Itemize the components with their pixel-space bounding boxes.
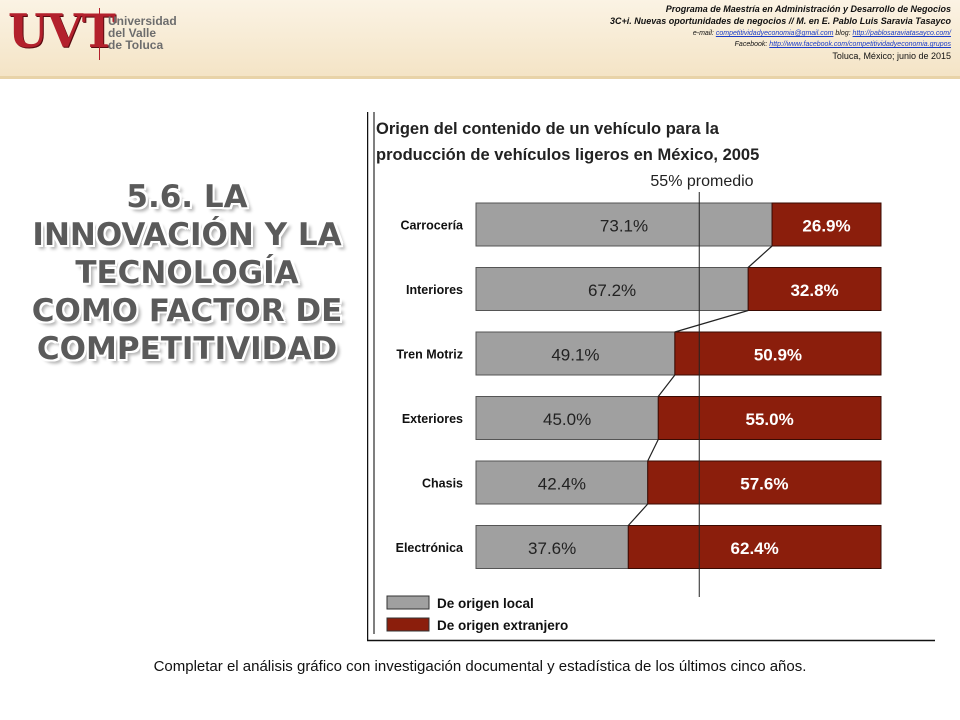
bar-foreign-label: 57.6% (740, 475, 788, 494)
slide-title: 5.6. La innovación y la tecnología como … (26, 178, 348, 368)
slide-title-line: innovación y la (32, 217, 342, 253)
contact-line: e-mail: competitividadyeconomia@gmail.co… (391, 28, 951, 39)
chart-title-line: Origen del contenido de un vehículo para… (376, 120, 720, 138)
uvt-logo: UVT Universidad del Valle de Toluca (8, 4, 208, 64)
slide-title-line: tecnología (75, 255, 299, 291)
header-info: Programa de Maestría en Administración y… (391, 3, 951, 62)
chart-panel: Origen del contenido de un vehículo para… (367, 112, 935, 642)
legend-label-local: De origen local (437, 596, 534, 611)
bar-local-label: 42.4% (538, 475, 586, 494)
program-line: Programa de Maestría en Administración y… (665, 4, 951, 14)
stacked-bar-chart: Origen del contenido de un vehículo para… (367, 112, 935, 642)
slide-title-line: como factor de (31, 293, 343, 329)
bar-foreign (647, 460, 882, 505)
bar-connector-line (674, 309, 749, 333)
facebook-label: Facebook: (734, 41, 768, 48)
bar-foreign (674, 331, 882, 376)
university-name-line: de Toluca (108, 38, 164, 52)
university-name-line: del Valle (108, 26, 157, 40)
logo-wordmark: UVT (8, 4, 116, 58)
logo-divider (99, 8, 100, 60)
facebook-line: Facebook: http://www.facebook.com/compet… (391, 39, 951, 50)
bar-connector-line (647, 439, 659, 462)
bar-foreign-label: 55.0% (746, 410, 794, 429)
slide-title-line: competitividad (36, 331, 338, 367)
bar-local-label: 73.1% (600, 217, 648, 236)
header-divider (0, 76, 960, 79)
slide-caption: Completar el análisis gráfico con invest… (153, 658, 807, 675)
header-banner: UVT Universidad del Valle de Toluca Prog… (0, 0, 960, 76)
university-name-line: Universidad (108, 14, 177, 28)
bar-local (475, 331, 676, 376)
bar-local (475, 202, 773, 247)
reference-label: 55% promedio (650, 173, 753, 190)
blog-label: blog: (835, 30, 851, 37)
bar-foreign (747, 267, 882, 311)
course-line: 3C+i. Nuevas oportunidades de negocios /… (609, 16, 951, 26)
category-label: Electrónica (396, 541, 464, 555)
category-label: Tren Motriz (396, 348, 463, 362)
blog-link[interactable]: http://pablosaraviatasayco.com/ (852, 30, 951, 37)
facebook-link[interactable]: http://www.facebook.com/competitividadye… (769, 41, 951, 48)
bar-local-label: 37.6% (528, 539, 576, 558)
bar-connector-line (657, 374, 676, 397)
bar-local-label: 67.2% (588, 281, 636, 300)
email-label: e-mail: (692, 30, 714, 37)
legend-swatch-local (386, 595, 430, 610)
email-link[interactable]: competitividadyeconomia@gmail.com (715, 30, 834, 37)
bar-foreign-label: 62.4% (731, 539, 779, 558)
bar-local (475, 267, 749, 311)
bar-local-label: 45.0% (543, 410, 591, 429)
bar-local-label: 49.1% (551, 346, 599, 365)
bar-foreign-label: 26.9% (802, 217, 850, 236)
category-label: Interiores (406, 283, 463, 297)
chart-title-line: producción de vehículos ligeros en Méxic… (376, 146, 759, 164)
bar-foreign-label: 32.8% (790, 281, 838, 300)
bar-connector-line (747, 245, 773, 268)
bar-foreign-label: 50.9% (754, 346, 802, 365)
category-label: Exteriores (402, 412, 463, 426)
legend-swatch-foreign (386, 617, 430, 632)
bar-foreign (657, 396, 882, 440)
university-name: Universidad del Valle de Toluca (108, 15, 218, 51)
bar-foreign (627, 525, 882, 569)
bar-foreign (771, 202, 882, 247)
category-label: Carrocería (400, 219, 464, 233)
place-date: Toluca, México; junio de 2015 (832, 51, 951, 61)
category-label: Chasis (422, 477, 463, 491)
slide-title-line: 5.6. La (126, 179, 248, 215)
legend-label-foreign: De origen extranjero (437, 618, 568, 633)
bar-connector-line (627, 503, 649, 526)
